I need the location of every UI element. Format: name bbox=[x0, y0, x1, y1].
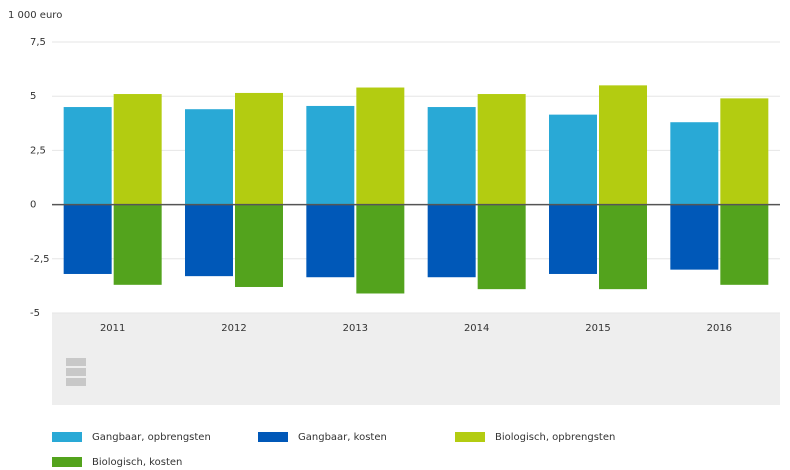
bar bbox=[356, 87, 405, 205]
x-tick-label: 2015 bbox=[585, 323, 610, 334]
bar bbox=[113, 204, 162, 285]
legend-swatch bbox=[455, 432, 485, 442]
bar bbox=[549, 114, 597, 205]
legend-swatch bbox=[258, 432, 288, 442]
bar bbox=[427, 204, 476, 278]
bar bbox=[599, 85, 647, 205]
legend-label: Gangbaar, kosten bbox=[298, 432, 387, 443]
x-tick-label: 2013 bbox=[343, 323, 368, 334]
bar bbox=[549, 204, 597, 274]
bar bbox=[599, 204, 647, 290]
bar bbox=[427, 107, 476, 205]
legend-label: Biologisch, kosten bbox=[92, 457, 182, 468]
bar bbox=[477, 94, 526, 205]
x-tick-label: 2014 bbox=[464, 323, 489, 334]
bar bbox=[477, 204, 526, 290]
bar bbox=[670, 204, 719, 270]
bar bbox=[113, 94, 162, 205]
x-tick-label: 2011 bbox=[100, 323, 125, 334]
x-tick-label: 2016 bbox=[707, 323, 732, 334]
y-tick-label: -5 bbox=[30, 308, 40, 319]
y-tick-label: 5 bbox=[30, 91, 36, 102]
bar bbox=[720, 204, 769, 285]
y-tick-label: 7,5 bbox=[30, 37, 46, 48]
bar bbox=[63, 107, 112, 205]
legend-label: Biologisch, opbrengsten bbox=[495, 432, 615, 443]
legend-swatch bbox=[52, 432, 82, 442]
x-tick-label: 2012 bbox=[221, 323, 246, 334]
bar bbox=[306, 105, 355, 205]
bar bbox=[235, 204, 283, 287]
footer-band bbox=[52, 313, 780, 405]
bar bbox=[720, 98, 769, 205]
bar bbox=[235, 92, 283, 205]
y-tick-label: -2,5 bbox=[30, 254, 50, 265]
y-axis-label: 1 000 euro bbox=[8, 10, 62, 21]
legend-label: Gangbaar, opbrengsten bbox=[92, 432, 211, 443]
bar bbox=[306, 204, 355, 278]
legend-swatch bbox=[52, 457, 82, 467]
bar bbox=[185, 204, 233, 277]
bar bbox=[185, 109, 233, 205]
logo bbox=[66, 358, 86, 386]
bar bbox=[356, 204, 405, 294]
bar bbox=[63, 204, 112, 274]
y-tick-label: 2,5 bbox=[30, 145, 46, 156]
y-tick-label: 0 bbox=[30, 200, 36, 211]
bar bbox=[670, 122, 719, 205]
